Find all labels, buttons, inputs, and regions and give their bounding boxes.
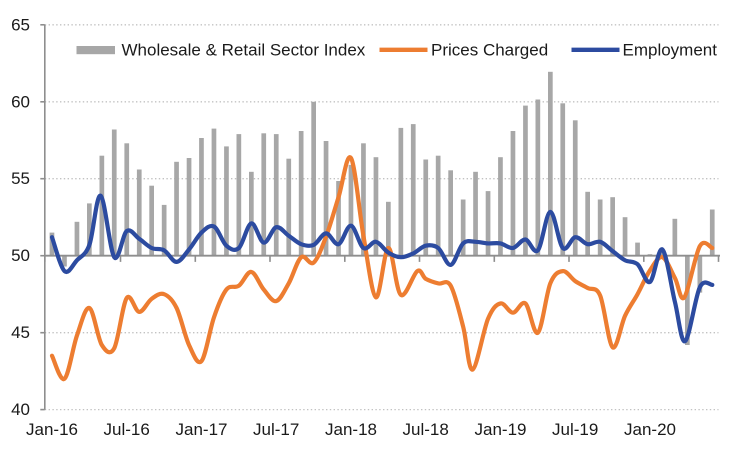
svg-text:Jan-18: Jan-18 xyxy=(325,420,377,439)
svg-text:45: 45 xyxy=(11,323,30,342)
svg-text:Jul-19: Jul-19 xyxy=(552,420,598,439)
svg-text:Prices Charged: Prices Charged xyxy=(431,41,548,60)
svg-text:Jul-18: Jul-18 xyxy=(403,420,449,439)
svg-text:Wholesale & Retail Sector Inde: Wholesale & Retail Sector Index xyxy=(122,41,366,60)
svg-text:Jan-17: Jan-17 xyxy=(176,420,228,439)
svg-text:65: 65 xyxy=(11,15,30,34)
svg-text:Jan-16: Jan-16 xyxy=(26,420,78,439)
svg-text:Jan-20: Jan-20 xyxy=(624,420,676,439)
svg-text:Jan-19: Jan-19 xyxy=(475,420,527,439)
svg-text:50: 50 xyxy=(11,246,30,265)
svg-text:Jul-17: Jul-17 xyxy=(253,420,299,439)
svg-text:40: 40 xyxy=(11,400,30,419)
svg-text:Jul-16: Jul-16 xyxy=(104,420,150,439)
svg-text:55: 55 xyxy=(11,169,30,188)
svg-text:Employment: Employment xyxy=(623,41,718,60)
svg-text:60: 60 xyxy=(11,92,30,111)
